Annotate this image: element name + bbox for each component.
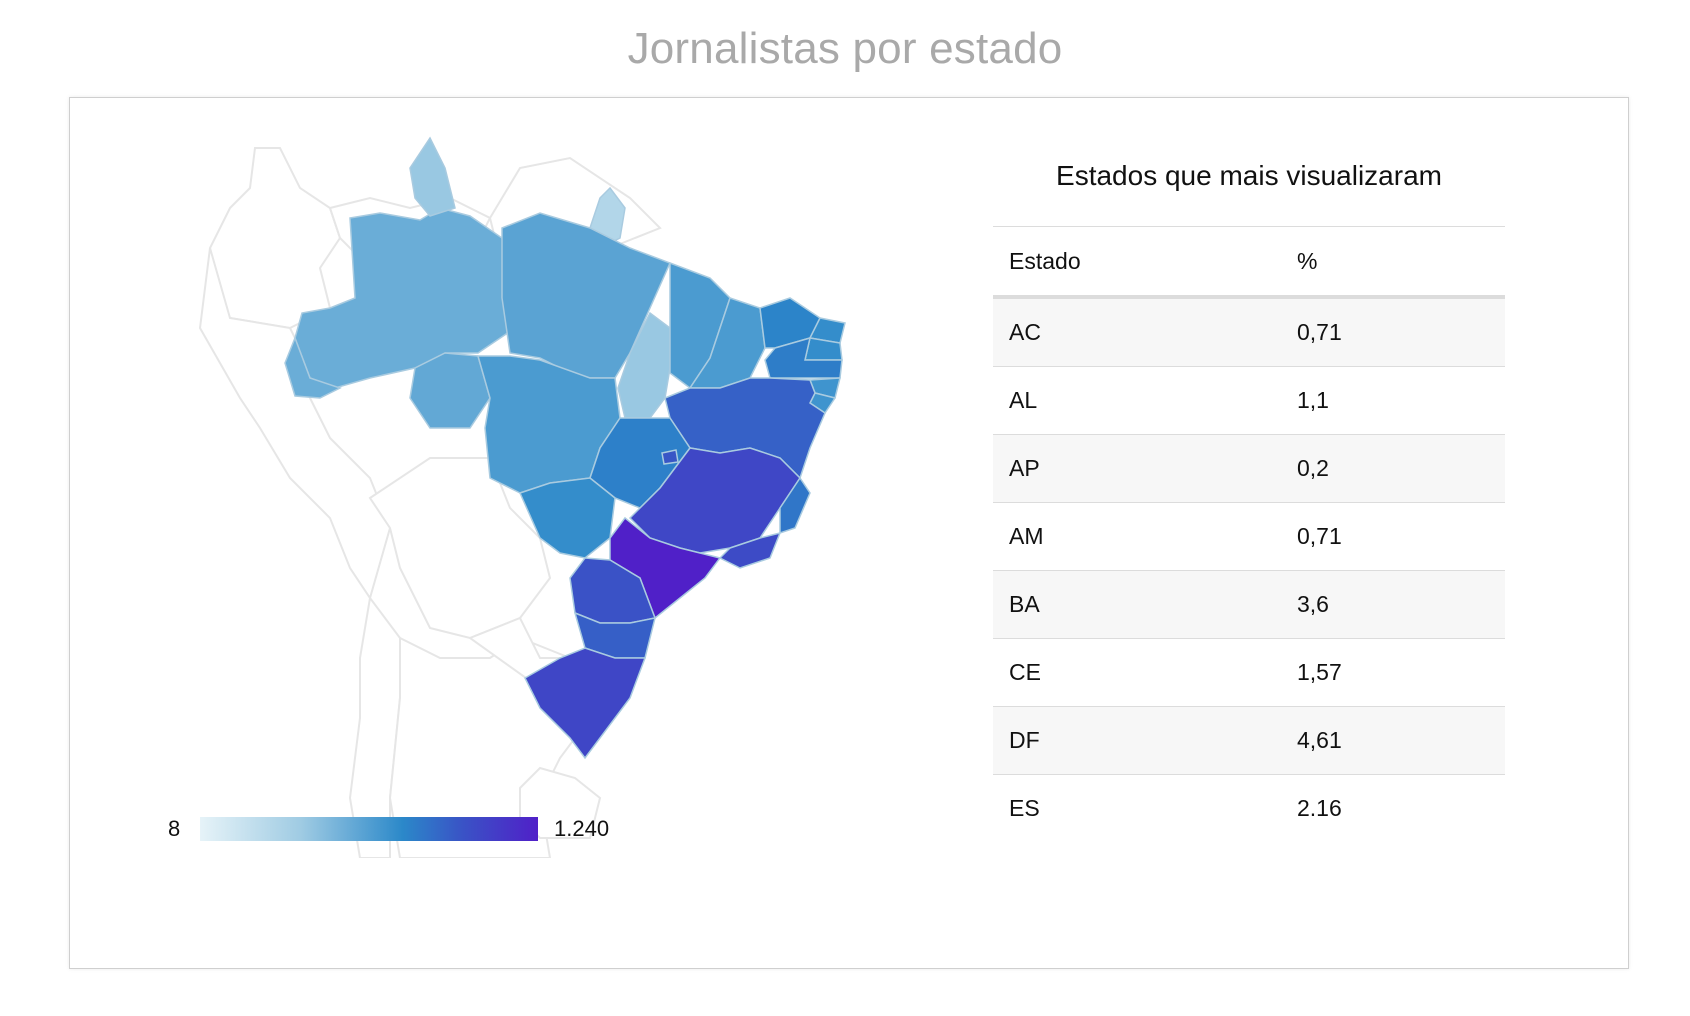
states-table: Estado % AC 0,71 AL 1,1 AP 0,2 AM: [993, 226, 1505, 842]
header-state: Estado: [993, 226, 1281, 299]
brazil-map: [198, 136, 846, 858]
legend-gradient-bar: [200, 817, 538, 841]
cell-percent: 3,6: [1281, 570, 1505, 639]
legend-max-label: 1.240: [554, 816, 610, 841]
country-bolivia: [368, 457, 552, 640]
cell-state: ES: [1009, 795, 1040, 821]
table-row: AP 0,2: [993, 434, 1505, 503]
state-go: [589, 417, 691, 509]
brazil-states: [284, 136, 846, 760]
state-pe: [764, 336, 843, 379]
cell-percent: 0,71: [1281, 502, 1505, 571]
cell-percent: 0,71: [1281, 297, 1505, 367]
cell-state: AC: [993, 297, 1281, 367]
cell-state: AL: [993, 366, 1281, 435]
country-colombia: [208, 147, 342, 330]
table-row: DF 4,61: [993, 706, 1505, 775]
neighbor-countries: [198, 147, 662, 858]
chart-panel: 8 1.240 Estados que mais visualizaram Es…: [69, 97, 1629, 969]
cell-percent: 1,57: [1281, 638, 1505, 707]
legend-min-label: 8: [168, 816, 181, 841]
cell-state: AM: [993, 502, 1281, 571]
cell-percent: 0,2: [1281, 434, 1505, 503]
cell-percent: 4,61: [1281, 706, 1505, 775]
page-title: Jornalistas por estado: [627, 24, 1063, 73]
table-header-row: Estado %: [993, 226, 1505, 299]
cell-state: AP: [993, 434, 1281, 503]
table-row: CE 1,57: [993, 638, 1505, 707]
state-df: [661, 449, 679, 465]
cell-state: BA: [993, 570, 1281, 639]
color-legend: 8 1.240: [120, 798, 609, 841]
cell-state: CE: [993, 638, 1281, 707]
table-row: ES 2.16: [993, 775, 1505, 843]
table-row: BA 3,6: [993, 570, 1505, 639]
cell-percent: 2.16: [1297, 795, 1342, 821]
table-row: AC 0,71: [993, 297, 1505, 367]
states-table-area: Estados que mais visualizaram Estado % A…: [993, 160, 1505, 842]
state-ro: [409, 352, 491, 429]
state-es: [779, 476, 811, 535]
table-row: AL 1,1: [993, 366, 1505, 435]
state-rs: [524, 647, 647, 760]
state-ac: [284, 335, 342, 399]
cell-state: DF: [993, 706, 1281, 775]
cell-percent: 1,1: [1281, 366, 1505, 435]
table-row: AM 0,71: [993, 502, 1505, 571]
state-rr: [409, 136, 456, 217]
header-percent: %: [1281, 226, 1505, 299]
table-title: Estados que mais visualizaram: [1056, 160, 1442, 191]
